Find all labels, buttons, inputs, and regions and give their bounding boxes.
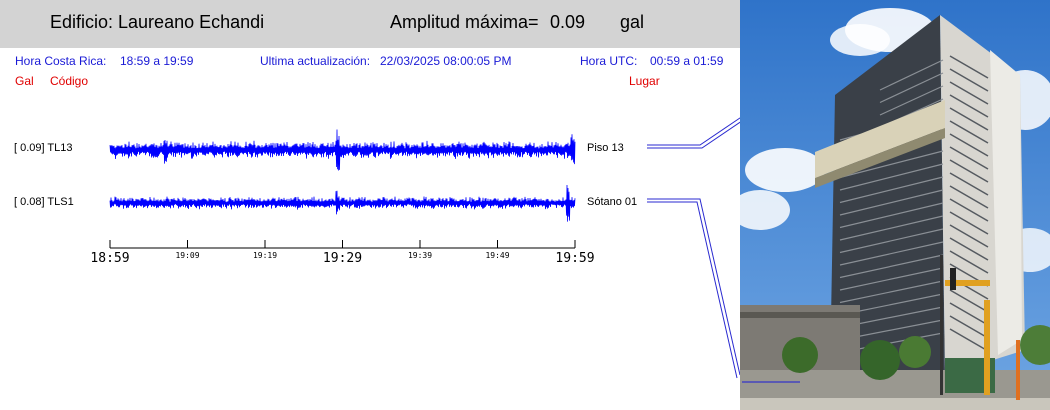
window-band [839, 202, 944, 229]
local-time-range: 18:59 a 19:59 [120, 54, 194, 68]
tick-label: 19:09 [175, 251, 199, 260]
utc-time-label: Hora UTC: [580, 54, 638, 68]
max-amplitude-label: Amplitud máxima= [390, 12, 539, 32]
column-place: Lugar [629, 74, 660, 88]
tick-label: 19:29 [323, 251, 362, 266]
leader-line-tl13 [647, 103, 740, 149]
window-band [839, 267, 944, 291]
window-band [949, 94, 989, 118]
window-band [879, 59, 944, 91]
tick-label: 19:59 [555, 251, 594, 266]
window-band [949, 68, 989, 92]
window-band [839, 176, 944, 204]
window-band [949, 133, 989, 157]
last-update-value: 22/03/2025 08:00:05 PM [380, 54, 512, 68]
window-band [839, 150, 944, 179]
window-band [949, 81, 989, 105]
window-band [839, 254, 944, 279]
window-band [839, 163, 944, 191]
trace-tls1 [109, 185, 576, 222]
window-band [949, 120, 989, 144]
window-band [879, 85, 944, 116]
trace-tl13 [109, 129, 576, 171]
window-band [949, 250, 989, 274]
window-band [839, 228, 944, 254]
window-band [839, 241, 944, 266]
seismogram-chart: 18:59 19:29 19:59 19:09 19:19 19:39 19:49 [90, 100, 740, 379]
window-band [949, 302, 989, 326]
window-band [879, 72, 944, 104]
window-band [949, 172, 989, 196]
tick-label: 19:39 [408, 251, 432, 260]
tick-label: 19:19 [253, 251, 277, 260]
tick-label: 18:59 [90, 251, 129, 266]
window-band [949, 237, 989, 261]
last-update-label: Ultima actualización: [260, 54, 371, 68]
window-band [949, 185, 989, 209]
window-band [839, 215, 944, 241]
window-band [949, 55, 989, 79]
window-band [949, 315, 989, 339]
leader-line-tl13 [647, 100, 740, 146]
column-code: Código [50, 74, 89, 88]
column-gal: Gal [15, 74, 34, 88]
window-band [949, 198, 989, 222]
window-band [839, 280, 944, 304]
max-amplitude-unit: gal [620, 12, 645, 32]
utc-time-range: 00:59 a 01:59 [650, 54, 724, 68]
local-time-label: Hora Costa Rica: [15, 54, 107, 68]
building-photo [740, 0, 1050, 410]
window-band [949, 146, 989, 170]
window-band [949, 224, 989, 248]
window-band [949, 211, 989, 235]
location-label-tl13: Piso 13 [587, 142, 624, 154]
trace-label-tls1: [ 0.08] TLS1 [14, 196, 74, 208]
trace-label-tl13: [ 0.09] TL13 [14, 142, 73, 154]
building-title: Edificio: Laureano Echandi [50, 12, 265, 32]
tick-label: 19:49 [485, 251, 509, 260]
location-label-tls1: Sótano 01 [587, 196, 638, 208]
window-band [949, 107, 989, 131]
max-amplitude-value: 0.09 [550, 12, 586, 32]
window-band [949, 328, 989, 352]
window-band [949, 289, 989, 313]
leader-line-tls1 [647, 201, 738, 379]
window-band [839, 189, 944, 216]
header-bar [0, 0, 740, 48]
leader-line-tls1 [647, 198, 740, 376]
window-band [949, 159, 989, 183]
